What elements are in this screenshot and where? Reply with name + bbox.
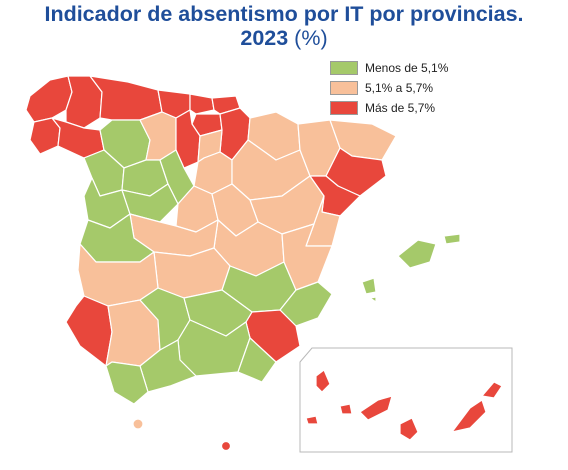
legend-label-low: Menos de 5,1% [365, 61, 449, 75]
title-unit: (%) [288, 26, 328, 50]
province-bizkaia [189, 93, 215, 115]
legend-swatch-mid [330, 81, 358, 95]
legend-item-high: Más de 5,7% [330, 98, 448, 118]
island-lanzarote [481, 381, 503, 399]
title-year: 2023 [240, 26, 289, 50]
title-line-1: Indicador de absentismo por IT por provi… [44, 2, 524, 26]
legend-swatch-high [330, 101, 358, 115]
legend-swatch-low [330, 61, 358, 75]
province-cadiz [105, 361, 149, 405]
map-title: Indicador de absentismo por IT por provi… [0, 2, 568, 50]
island-la-palma [315, 369, 331, 393]
province-malaga [139, 339, 197, 393]
island-gran-canaria [399, 417, 419, 441]
island-tenerife [359, 395, 393, 421]
island-la-gomera [339, 403, 353, 415]
legend: Menos de 5,1% 5,1% a 5,7% Más de 5,7% [330, 58, 448, 118]
province-valencia [281, 223, 333, 291]
province-huelva [65, 295, 113, 367]
legend-label-mid: 5,1% a 5,7% [365, 81, 434, 95]
island-el-hierro [305, 415, 319, 425]
province-ceuta [132, 418, 144, 430]
legend-item-low: Menos de 5,1% [330, 58, 448, 78]
island-formentera [369, 296, 377, 303]
island-fuerteventura [451, 399, 487, 433]
province-almeria [237, 337, 277, 383]
island-mallorca [397, 239, 437, 269]
province-a-coruna [25, 75, 73, 123]
legend-item-mid: 5,1% a 5,7% [330, 78, 448, 98]
island-ibiza [361, 277, 377, 295]
province-melilla [220, 440, 232, 452]
legend-label-high: Más de 5,7% [365, 101, 436, 115]
canary-inset-frame [299, 347, 513, 453]
title-line-2: 2023 (%) [0, 26, 568, 50]
province-pontevedra [29, 117, 61, 155]
island-menorca [443, 233, 461, 245]
